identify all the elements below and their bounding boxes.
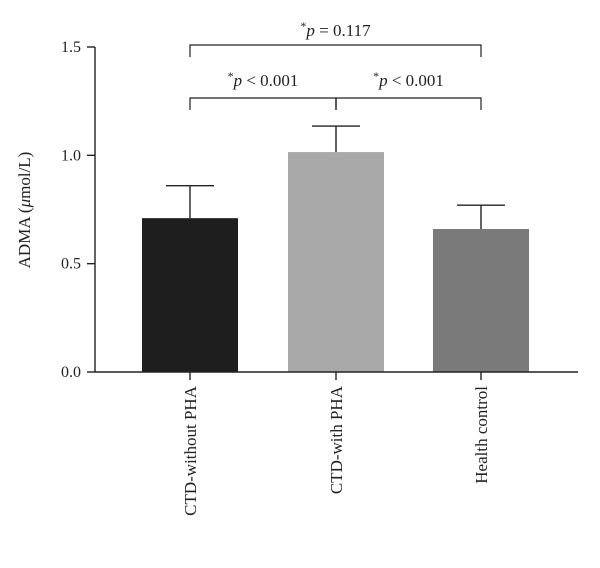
annotation-label-0: *p < 0.001 bbox=[228, 69, 299, 90]
annotation-star-2: * bbox=[300, 19, 306, 33]
annotation-label-1: *p < 0.001 bbox=[373, 69, 444, 90]
annotation-p-2: p bbox=[305, 21, 315, 40]
y-axis-title-suffix: mol/L) bbox=[15, 152, 34, 199]
annotation-text-1: < 0.001 bbox=[388, 71, 444, 90]
annotation-p-1: p bbox=[378, 71, 388, 90]
y-axis-title-prefix: ADMA ( bbox=[15, 207, 34, 268]
significance-bracket-2 bbox=[189, 44, 482, 57]
annotation-star-1: * bbox=[373, 69, 379, 83]
annotation-p-0: p bbox=[233, 71, 243, 90]
significance-bracket-1 bbox=[335, 97, 482, 110]
y-axis-title-mu: μ bbox=[15, 199, 34, 209]
annotation-label-2: *p = 0.117 bbox=[300, 19, 371, 40]
y-tick-label-0: 0.0 bbox=[61, 364, 81, 381]
bar-0 bbox=[142, 218, 238, 372]
bar-2 bbox=[433, 229, 529, 372]
category-label-2: Health control bbox=[472, 386, 491, 484]
category-label-0: CTD-without PHA bbox=[181, 385, 200, 516]
y-tick-label-3: 1.5 bbox=[61, 39, 81, 56]
annotation-text-0: < 0.001 bbox=[242, 71, 298, 90]
y-axis-title: ADMA (μmol/L) bbox=[15, 152, 34, 269]
y-tick-label-1: 0.5 bbox=[61, 256, 81, 273]
y-tick-label-2: 1.0 bbox=[61, 147, 81, 164]
bar-1 bbox=[288, 152, 384, 372]
significance-bracket-0 bbox=[189, 97, 337, 110]
annotation-text-2: = 0.117 bbox=[315, 21, 371, 40]
annotation-star-0: * bbox=[228, 69, 234, 83]
category-label-1: CTD-with PHA bbox=[327, 385, 346, 494]
